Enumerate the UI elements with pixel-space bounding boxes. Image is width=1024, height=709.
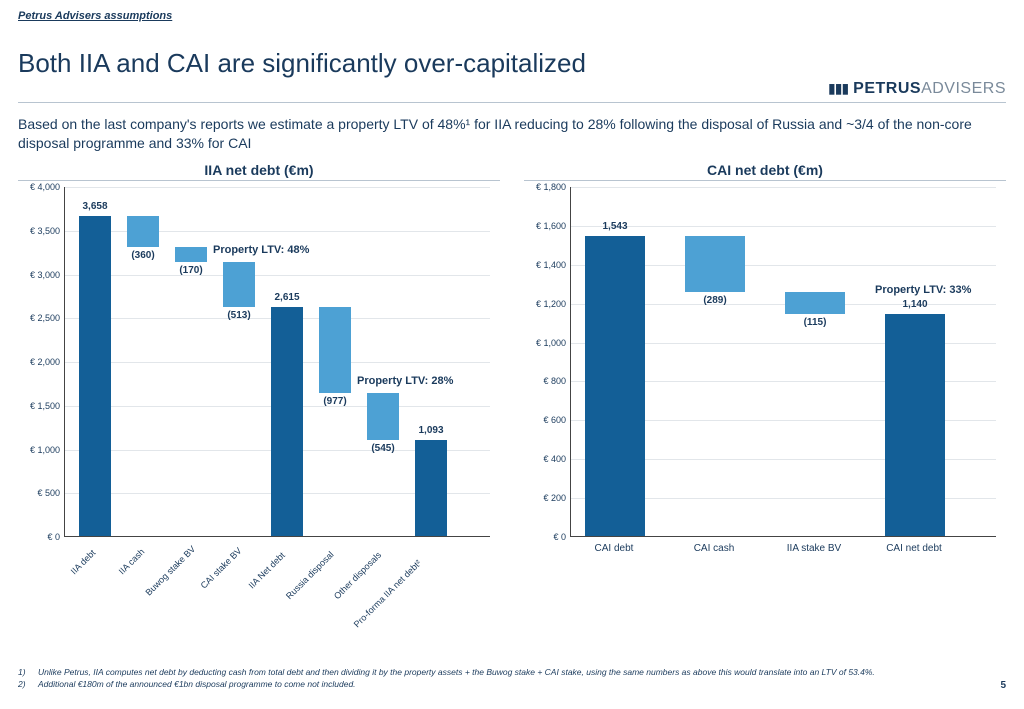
- y-axis: € 0€ 500€ 1,000€ 1,500€ 2,000€ 2,500€ 3,…: [18, 187, 64, 537]
- y-tick-label: € 400: [543, 454, 566, 464]
- y-tick-label: € 1,000: [30, 445, 60, 455]
- footnote-text: Additional €180m of the announced €1bn d…: [38, 679, 356, 691]
- chart-bar: [223, 262, 255, 307]
- gridline: [65, 187, 490, 188]
- y-tick-label: € 600: [543, 415, 566, 425]
- bar-value-label: 1,543: [602, 221, 627, 232]
- chart-bar: [319, 307, 351, 392]
- plot-area: 1,543 (289) (115) 1,140 Property LTV: 33%: [570, 187, 996, 537]
- chart-bar: [127, 216, 159, 248]
- x-tick-label: IIA stake BV: [787, 543, 841, 554]
- footnote-text: Unlike Petrus, IIA computes net debt by …: [38, 667, 875, 679]
- chart-cai-title: CAI net debt (€m): [524, 162, 1006, 181]
- x-tick-label: CAI stake BV: [199, 546, 244, 591]
- x-tick-label: IIA cash: [117, 547, 147, 577]
- bar-value-label: (115): [804, 317, 827, 328]
- gridline: [571, 187, 996, 188]
- y-tick-label: € 1,200: [536, 299, 566, 309]
- logo-text-light: ADVISERS: [921, 80, 1006, 97]
- footnote-2: 2) Additional €180m of the announced €1bn…: [18, 679, 964, 691]
- chart-annotation: Property LTV: 28%: [357, 375, 453, 387]
- chart-annotation: Property LTV: 48%: [213, 244, 309, 256]
- chart-cai: CAI net debt (€m) € 0 € 200 € 400 € 600 € 80…: [524, 162, 1006, 597]
- x-tick-label: CAI net debt: [886, 543, 942, 554]
- x-axis: IIA debt IIA cashBuwog stake BVCAI stake …: [64, 537, 490, 597]
- x-axis: CAI debt CAI cash IIA stake BV CAI net debt: [570, 537, 996, 597]
- y-tick-label: € 1,400: [536, 260, 566, 270]
- x-tick-label: Russia disposal: [284, 549, 336, 601]
- bar-value-label: (170): [179, 265, 202, 276]
- subtitle: Based on the last company's reports we e…: [18, 115, 1006, 153]
- x-tick-label: CAI cash: [694, 543, 735, 554]
- page-number: 5: [1000, 680, 1006, 691]
- y-tick-label: € 1,800: [536, 182, 566, 192]
- chart-bar: [367, 393, 399, 441]
- bar-value-label: 1,140: [902, 299, 927, 310]
- chart-bar: [785, 292, 845, 314]
- footnotes: 1) Unlike Petrus, IIA computes net debt b…: [18, 667, 964, 691]
- y-tick-label: € 1,000: [536, 338, 566, 348]
- logo-text-bold: PETRUS: [853, 80, 921, 97]
- chart-bar: [885, 314, 945, 536]
- gridline: [571, 226, 996, 227]
- plot-area: 3,658 (360) (170) (513) 2,615 (977) (545) 1,093…: [64, 187, 490, 537]
- x-tick-label: CAI debt: [595, 543, 634, 554]
- chart-bar: [271, 307, 303, 536]
- y-axis: € 0€ 200€ 400€ 600€ 800€ 1,000€ 1,200€ 1…: [524, 187, 570, 537]
- bar-value-label: (289): [703, 295, 726, 306]
- gridline: [65, 275, 490, 276]
- x-tick-label: Other disposals: [332, 550, 383, 601]
- bar-value-label: (360): [131, 250, 154, 261]
- x-tick-label: IIA debt: [69, 548, 98, 577]
- charts-row: IIA net debt (€m) € 0 € 500 € 1,000 € 1,500…: [18, 162, 1006, 597]
- chart-iia: IIA net debt (€m) € 0 € 500 € 1,000 € 1,500…: [18, 162, 500, 597]
- title-divider: [18, 102, 1006, 103]
- bar-value-label: (545): [371, 443, 394, 454]
- y-tick-label: € 2,500: [30, 313, 60, 323]
- chart-iia-area: € 0 € 500 € 1,000 € 1,500 € 2,000 € 2,500 € 3,…: [18, 187, 500, 597]
- bar-value-label: (977): [323, 396, 346, 407]
- chart-bar: [685, 236, 745, 292]
- y-tick-label: € 500: [37, 488, 60, 498]
- page-title: Both IIA and CAI are significantly over-…: [18, 48, 586, 79]
- y-tick-label: € 1,600: [536, 221, 566, 231]
- header-tag: Petrus Advisers assumptions: [18, 10, 172, 22]
- bar-value-label: 1,093: [418, 425, 443, 436]
- chart-bar: [79, 216, 111, 536]
- y-tick-label: € 0: [47, 532, 60, 542]
- x-tick-label: IIA Net debt: [247, 550, 287, 590]
- y-tick-label: € 2,000: [30, 357, 60, 367]
- y-tick-label: € 1,500: [30, 401, 60, 411]
- chart-cai-area: € 0 € 200 € 400 € 600 € 800 € 1,000 € 1,200 € 1…: [524, 187, 1006, 597]
- x-tick-label: Buwog stake BV: [144, 544, 198, 598]
- chart-annotation: Property LTV: 33%: [875, 284, 971, 296]
- chart-bar: [585, 236, 645, 536]
- chart-bar: [175, 247, 207, 262]
- y-tick-label: € 4,000: [30, 182, 60, 192]
- bar-value-label: (513): [227, 310, 250, 321]
- footnote-num: 1): [18, 667, 30, 679]
- y-tick-label: € 3,000: [30, 270, 60, 280]
- footnote-num: 2): [18, 679, 30, 691]
- footnote-1: 1) Unlike Petrus, IIA computes net debt b…: [18, 667, 964, 679]
- chart-bar: [415, 440, 447, 536]
- y-tick-label: € 800: [543, 376, 566, 386]
- chart-iia-title: IIA net debt (€m): [18, 162, 500, 181]
- logo-icon: ▮▮▮: [828, 80, 848, 97]
- logo: ▮▮▮ PETRUSADVISERS: [828, 80, 1006, 98]
- y-tick-label: € 200: [543, 493, 566, 503]
- bar-value-label: 3,658: [82, 201, 107, 212]
- bar-value-label: 2,615: [274, 292, 299, 303]
- y-tick-label: € 0: [553, 532, 566, 542]
- y-tick-label: € 3,500: [30, 226, 60, 236]
